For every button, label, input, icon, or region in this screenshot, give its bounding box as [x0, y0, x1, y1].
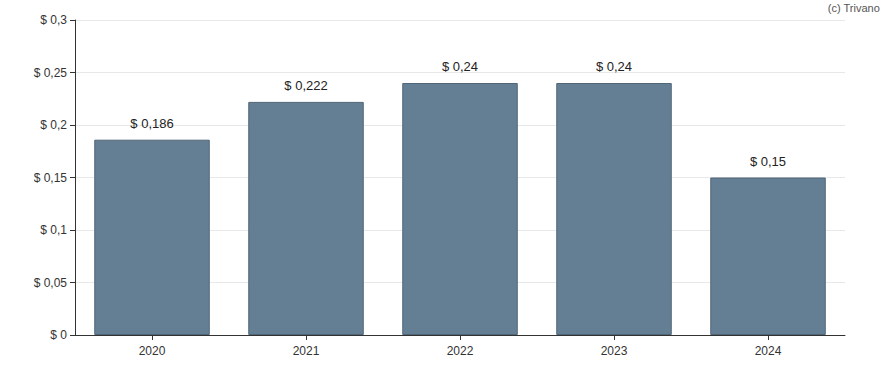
svg-text:2024: 2024 [755, 344, 782, 358]
svg-text:$ 0,24: $ 0,24 [596, 59, 632, 74]
svg-text:$ 0: $ 0 [50, 328, 67, 342]
svg-text:2023: 2023 [601, 344, 628, 358]
svg-text:$ 0,05: $ 0,05 [34, 276, 68, 290]
svg-text:$ 0,24: $ 0,24 [442, 59, 478, 74]
svg-text:$ 0,186: $ 0,186 [130, 116, 173, 131]
svg-text:$ 0,15: $ 0,15 [750, 154, 786, 169]
svg-text:$ 0,25: $ 0,25 [34, 66, 68, 80]
svg-text:2022: 2022 [447, 344, 474, 358]
svg-text:$ 0,15: $ 0,15 [34, 171, 68, 185]
svg-text:$ 0,2: $ 0,2 [40, 118, 67, 132]
svg-text:$ 0,222: $ 0,222 [284, 78, 327, 93]
svg-text:(c) Trivano: (c) Trivano [828, 2, 880, 14]
svg-text:2021: 2021 [293, 344, 320, 358]
svg-text:2020: 2020 [139, 344, 166, 358]
svg-text:$ 0,3: $ 0,3 [40, 13, 67, 27]
svg-text:$ 0,1: $ 0,1 [40, 223, 67, 237]
